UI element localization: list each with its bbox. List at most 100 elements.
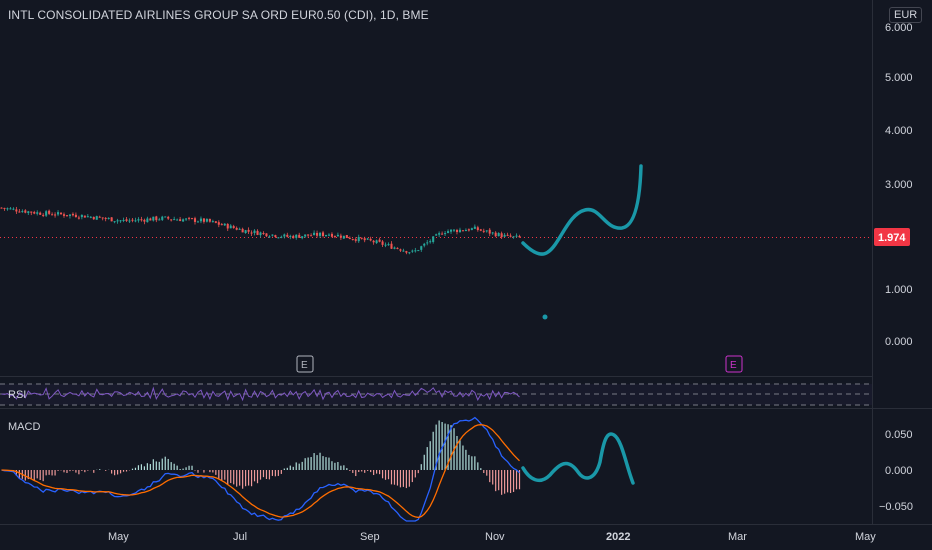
candle-body — [423, 243, 426, 246]
candle-body — [408, 252, 411, 254]
candle-body — [211, 221, 214, 223]
candle-body — [313, 232, 316, 236]
candle-body — [447, 231, 450, 234]
candlestick-series[interactable] — [0, 206, 521, 255]
candle-body — [74, 214, 77, 218]
signal-line — [1, 424, 520, 519]
candle-body — [199, 218, 202, 222]
candle-body — [360, 237, 363, 239]
candle-body — [307, 234, 310, 236]
candle-body — [77, 217, 80, 219]
candle-body — [238, 228, 241, 230]
drawing-path-macd[interactable] — [521, 432, 635, 485]
candle-body — [59, 212, 63, 215]
candle-body — [336, 234, 339, 237]
time-tick: Nov — [485, 531, 505, 543]
candle-body — [381, 241, 384, 245]
last-price-value: 1.974 — [878, 232, 906, 244]
macd-pane[interactable] — [1, 416, 635, 522]
currency-button[interactable]: EUR — [889, 7, 923, 23]
candle-body — [497, 232, 500, 237]
candle-body — [280, 236, 283, 238]
candle-body — [458, 229, 462, 233]
candle-body — [110, 217, 113, 222]
candle-body — [128, 220, 131, 222]
candle-body — [39, 212, 42, 215]
rsi-pane[interactable] — [0, 383, 872, 406]
candle-body — [170, 219, 173, 221]
candle-body — [143, 219, 146, 222]
candle-body — [354, 239, 357, 241]
candle-body — [62, 214, 66, 216]
candle-body — [319, 232, 322, 236]
candle-body — [482, 230, 485, 232]
macd-histogram — [3, 420, 521, 495]
price-tick: 6.000 — [885, 22, 913, 34]
candle-body — [140, 219, 143, 221]
candle-body — [310, 235, 313, 237]
candle-body — [244, 230, 247, 234]
drawing-dot[interactable] — [542, 314, 548, 320]
candle-body — [283, 234, 286, 237]
candle-body — [262, 233, 265, 235]
candle-body — [402, 250, 405, 252]
candle-body — [21, 211, 24, 213]
candle-body — [0, 207, 3, 209]
candle-body — [193, 218, 197, 222]
candle-body — [185, 218, 188, 220]
candle-body — [518, 235, 521, 238]
candle-body — [253, 230, 256, 234]
candle-body — [182, 219, 185, 222]
candle-body — [369, 238, 372, 241]
candle-body — [378, 239, 381, 242]
candle-body — [188, 217, 191, 219]
candle-body — [205, 219, 208, 222]
drawing-path-price[interactable] — [521, 164, 643, 256]
candle-body — [9, 208, 12, 210]
candle-body — [232, 226, 235, 228]
candle-body — [339, 235, 342, 238]
candle-body — [473, 226, 476, 229]
candle-body — [18, 211, 21, 213]
candle-body — [375, 240, 378, 244]
candle-body — [190, 218, 194, 220]
candle-body — [265, 233, 268, 237]
candle-body — [324, 234, 328, 236]
candle-body — [104, 217, 107, 219]
candle-body — [476, 227, 479, 231]
macd-axis[interactable]: 0.050 0.000 −0.050 — [879, 429, 913, 513]
candle-body — [494, 232, 497, 237]
time-tick: Sep — [360, 531, 380, 543]
candle-body — [223, 223, 226, 226]
macd-tick: 0.000 — [885, 465, 913, 477]
earnings-marker[interactable]: E — [296, 355, 314, 373]
time-tick: Mar — [728, 531, 747, 543]
candle-body — [98, 216, 101, 218]
candle-body — [509, 235, 512, 237]
candle-body — [393, 247, 396, 249]
candle-body — [57, 212, 60, 215]
candle-body — [274, 235, 277, 238]
candle-body — [6, 208, 9, 210]
candle-body — [420, 246, 423, 250]
time-tick: May — [108, 531, 129, 543]
earnings-marker[interactable]: E — [725, 355, 743, 373]
candle-body — [479, 229, 482, 231]
candle-body — [390, 243, 393, 249]
price-tick: 4.000 — [885, 125, 913, 137]
time-axis[interactable]: May Jul Sep Nov 2022 Mar May — [108, 531, 876, 543]
candle-body — [304, 234, 307, 237]
candle-body — [327, 234, 331, 236]
candle-body — [149, 218, 152, 221]
candle-body — [277, 237, 280, 239]
candle-body — [152, 216, 155, 221]
candle-body — [256, 230, 259, 235]
last-price-badge — [874, 228, 910, 246]
candle-body — [414, 250, 417, 252]
candle-body — [173, 219, 176, 221]
price-axis[interactable]: 6.000 5.000 4.000 3.000 1.000 0.000 — [885, 22, 913, 348]
candle-body — [131, 219, 134, 221]
candle-body — [512, 236, 515, 238]
candle-body — [137, 219, 140, 221]
